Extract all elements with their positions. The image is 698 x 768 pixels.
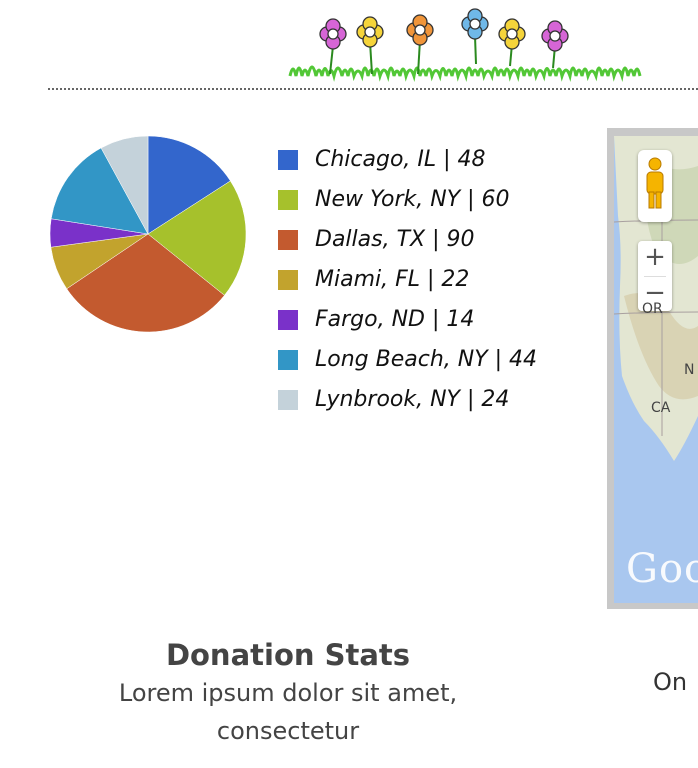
legend-swatch <box>278 270 298 290</box>
legend-label: Dallas, TX | 90 <box>315 227 475 252</box>
legend-swatch <box>278 310 298 330</box>
zoom-in-button[interactable]: + <box>644 242 666 272</box>
legend-swatch <box>278 390 298 410</box>
legend-swatch <box>278 350 298 370</box>
legend-swatch <box>278 230 298 250</box>
legend-label: Lynbrook, NY | 24 <box>315 387 510 412</box>
donation-pie-chart <box>49 135 247 333</box>
zoom-separator <box>644 276 666 277</box>
zoom-out-button[interactable]: − <box>644 278 666 308</box>
pie-slice-6[interactable] <box>100 135 149 235</box>
pie-slice-5[interactable] <box>50 147 149 235</box>
street-view-pegman[interactable] <box>638 150 672 222</box>
google-logo[interactable]: Goo <box>626 546 698 592</box>
donation-stats: Donation Stats Lorem ipsum dolor sit ame… <box>60 636 516 750</box>
map-label-n: N <box>684 362 695 378</box>
pie-slice-2[interactable] <box>66 233 225 333</box>
legend-swatch <box>278 190 298 210</box>
header-divider <box>48 88 698 90</box>
pegman-icon <box>646 157 664 209</box>
legend-label: Chicago, IL | 48 <box>315 147 486 172</box>
legend-swatch <box>278 150 298 170</box>
legend-label: Miami, FL | 22 <box>315 267 470 292</box>
legend-label: New York, NY | 60 <box>315 187 510 212</box>
legend-label: Fargo, ND | 14 <box>315 307 475 332</box>
map-label-ca: CA <box>651 400 671 416</box>
map-zoom-control: + − <box>638 241 672 311</box>
map-label-or: OR <box>642 301 663 317</box>
cut-off-text: On <box>653 668 688 696</box>
legend-label: Long Beach, NY | 44 <box>315 347 538 372</box>
stats-title: Donation Stats <box>165 638 411 672</box>
stats-text: Lorem ipsum dolor sit amet, consectetur <box>118 679 458 745</box>
pie-slice-0[interactable] <box>147 135 231 235</box>
flower-banner-icon <box>288 8 642 82</box>
map-widget[interactable]: + − OR N CA Goo <box>614 136 698 603</box>
pie-slice-1[interactable] <box>147 180 247 296</box>
